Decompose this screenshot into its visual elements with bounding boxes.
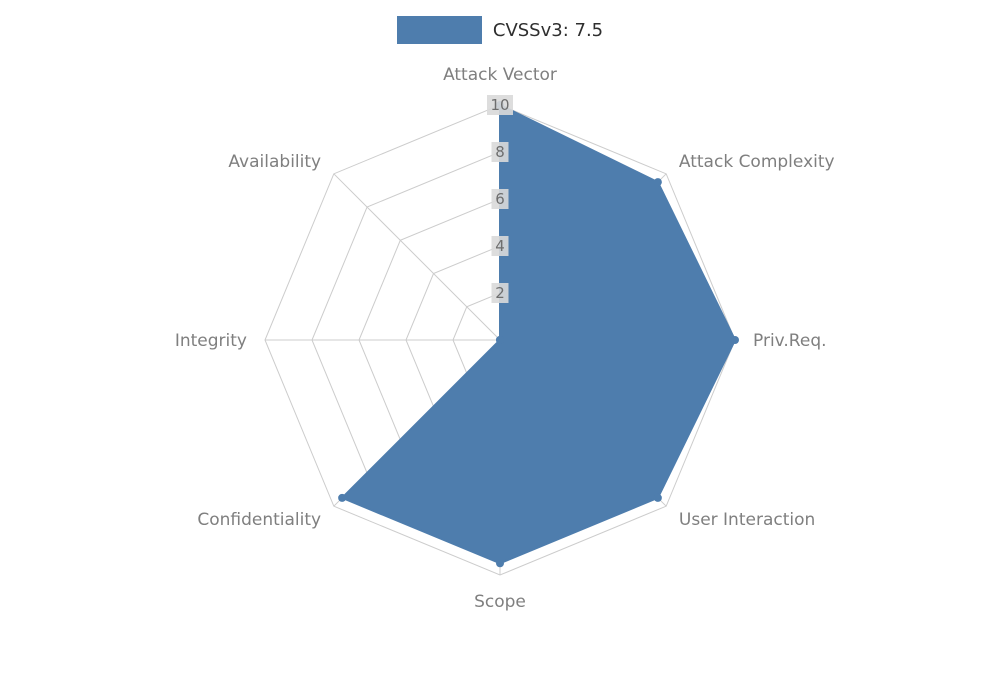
data-point (338, 493, 347, 502)
axis-label: Attack Complexity (679, 152, 835, 172)
axis-label: Confidentiality (197, 510, 321, 530)
tick-label: 2 (495, 284, 505, 302)
tick-label-bg (491, 236, 509, 256)
axis-label: Attack Vector (443, 65, 557, 85)
tick-label-bg (491, 189, 509, 209)
data-polygon (341, 104, 736, 565)
data-point (653, 493, 662, 502)
grid-spoke (333, 173, 501, 341)
axis-label: Availability (228, 152, 321, 172)
tick-label: 8 (495, 143, 505, 161)
axis-label: User Interaction (679, 510, 815, 530)
axis-label: Integrity (175, 331, 247, 351)
axis-label: Priv.Req. (753, 331, 827, 351)
data-point (496, 559, 504, 568)
tick-label: 6 (495, 190, 505, 208)
data-point (653, 178, 662, 187)
legend-label: CVSSv3: 7.5 (492, 19, 604, 41)
legend: CVSSv3: 7.5 (0, 16, 1000, 44)
data-point (731, 336, 739, 344)
tick-label-bg (491, 283, 509, 303)
data-point (496, 336, 504, 344)
legend-swatch (396, 16, 482, 44)
tick-label: 4 (495, 237, 505, 255)
tick-label-bg (491, 142, 509, 162)
tick-label-bg (487, 95, 513, 115)
axis-label: Scope (474, 592, 526, 612)
tick-label: 10 (490, 96, 509, 114)
